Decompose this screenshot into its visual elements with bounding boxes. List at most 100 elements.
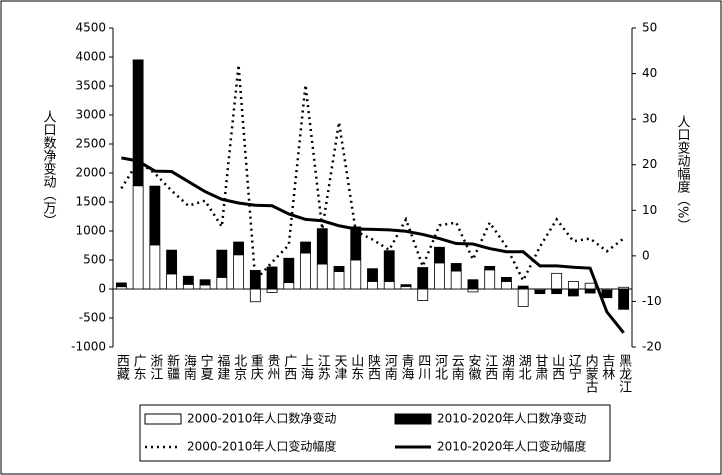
line	[121, 156, 625, 334]
bar	[417, 288, 429, 302]
bar	[467, 288, 479, 293]
x-tick-label: 四川	[415, 354, 431, 380]
bar	[551, 272, 563, 290]
bar	[249, 288, 261, 303]
bar	[333, 265, 345, 273]
x-tick-label: 福建	[214, 354, 230, 381]
x-tick-label: 江苏	[315, 354, 331, 380]
bar	[501, 276, 512, 282]
bar	[534, 289, 546, 295]
bar	[283, 257, 295, 284]
bar	[266, 288, 278, 293]
x-tick-label: 宁夏	[198, 353, 214, 380]
y-tick-label: 500	[83, 253, 106, 267]
x-tick-label: 贵州	[265, 354, 281, 380]
bar	[182, 275, 194, 285]
bar	[467, 279, 479, 290]
bar	[199, 284, 211, 290]
bar	[333, 271, 345, 290]
bar	[584, 282, 596, 290]
x-tick-label: 上海	[298, 354, 314, 380]
bar	[166, 273, 178, 290]
y-axis-title: 人口数净变动（万）	[41, 110, 57, 227]
x-tick-label: 吉林	[599, 354, 615, 380]
bar	[233, 254, 244, 290]
y-tick-label: 4500	[75, 21, 106, 35]
x-tick-label: 湖北	[516, 354, 532, 381]
legend-swatch	[394, 413, 432, 425]
bar	[216, 276, 228, 290]
bar	[266, 266, 278, 290]
y2-tick-label: 50	[642, 21, 657, 35]
y-tick-label: -1000	[71, 340, 106, 354]
bar	[484, 265, 496, 271]
x-tick-label: 辽宁	[566, 354, 582, 380]
x-tick-label: 河南	[382, 354, 398, 380]
bar	[517, 288, 529, 307]
y-tick-label: 1000	[75, 224, 106, 238]
bar	[249, 270, 261, 290]
y2-tick-label: 0	[642, 248, 650, 262]
bar	[350, 226, 362, 261]
legend-box	[139, 404, 611, 462]
bar	[149, 244, 161, 290]
bar	[166, 249, 178, 275]
y2-tick-label: 20	[642, 157, 657, 171]
bar	[300, 241, 311, 254]
legend-label: 2010-2020年人口数净变动	[437, 411, 586, 426]
x-tick-label: 内蒙古	[583, 353, 599, 393]
bar	[367, 281, 378, 290]
y2-tick-label: -10	[642, 294, 662, 308]
bar	[601, 289, 613, 299]
x-tick-label: 北京	[231, 354, 247, 380]
y-tick-label: 2500	[75, 137, 106, 151]
bar	[551, 288, 563, 295]
bar	[283, 282, 295, 290]
bar	[115, 282, 127, 288]
x-tick-label: 广西	[281, 354, 297, 380]
bar	[199, 279, 211, 286]
x-tick-label: 浙江	[147, 354, 163, 380]
bar	[450, 263, 462, 272]
bar	[316, 263, 328, 290]
y2-tick-label: 30	[642, 112, 657, 126]
y-tick-label: 3000	[75, 108, 106, 122]
bar	[233, 241, 244, 256]
x-tick-label: 河北	[432, 354, 448, 381]
x-tick-label: 黑龙江	[616, 354, 632, 393]
x-tick-label: 江西	[482, 354, 498, 380]
legend-label: 2000-2010年人口数净变动	[187, 411, 336, 426]
bar	[400, 284, 412, 287]
x-tick-label: 安徽	[465, 354, 481, 380]
bar	[584, 288, 596, 294]
x-tick-label: 山东	[348, 354, 364, 380]
x-tick-label: 湖南	[499, 354, 515, 380]
x-tick-label: 甘肃	[532, 354, 548, 380]
y-tick-label: 1500	[75, 195, 106, 209]
x-tick-label: 西藏	[114, 354, 130, 380]
bar	[350, 259, 362, 290]
y-tick-label: 0	[98, 282, 106, 296]
bar	[367, 268, 378, 282]
bar	[132, 59, 144, 187]
x-tick-label: 新疆	[164, 353, 180, 380]
line	[120, 64, 625, 284]
x-tick-label: 广东	[131, 354, 147, 380]
y-tick-label: -500	[79, 311, 106, 325]
bar	[417, 267, 429, 290]
bar	[182, 283, 194, 290]
bar	[567, 281, 579, 290]
bar	[501, 281, 512, 290]
bar	[149, 185, 161, 246]
bar	[300, 252, 311, 290]
y2-tick-label: 40	[642, 66, 657, 80]
bar	[567, 288, 579, 297]
y2-tick-label: 10	[642, 203, 657, 217]
bar	[383, 250, 395, 282]
x-tick-label: 云南	[449, 354, 465, 380]
bar	[383, 281, 395, 290]
legend-swatch	[144, 413, 182, 425]
y-tick-label: 2000	[75, 166, 106, 180]
